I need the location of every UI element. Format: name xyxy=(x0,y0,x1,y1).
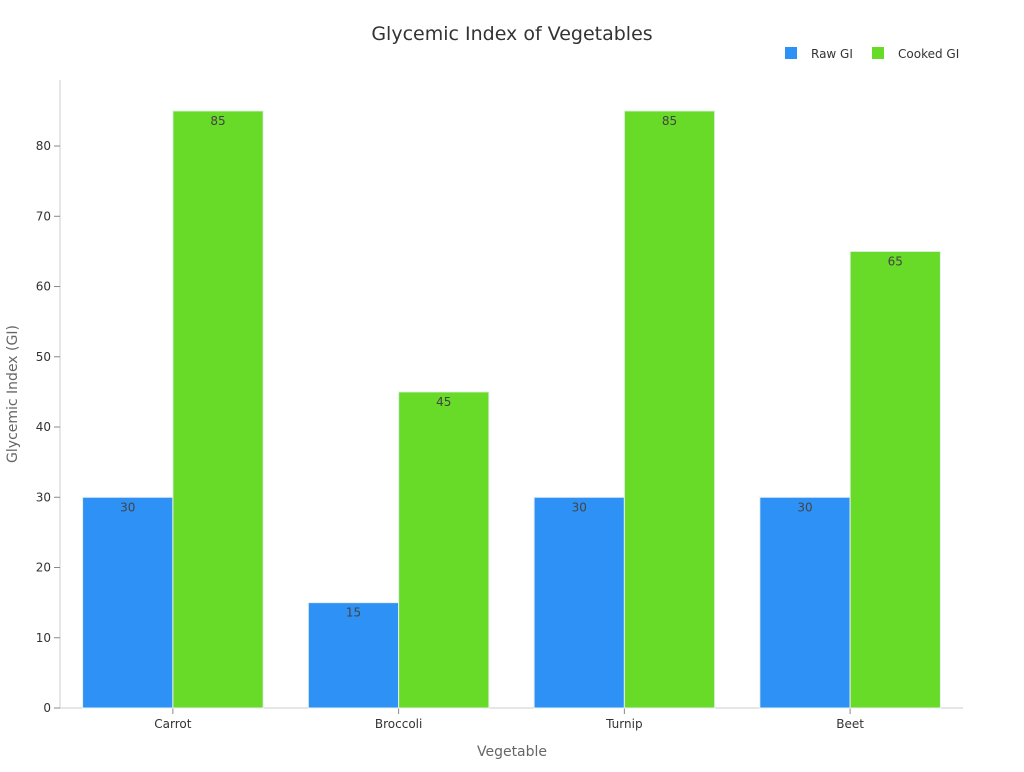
x-tick-label: Turnip xyxy=(605,717,642,731)
data-label: 30 xyxy=(120,500,135,514)
data-label: 85 xyxy=(662,114,677,128)
y-tick-label: 50 xyxy=(36,350,51,364)
bar-raw-gi xyxy=(533,496,625,709)
data-label: 15 xyxy=(346,606,361,620)
legend-label: Cooked GI xyxy=(898,47,959,61)
x-tick-label: Carrot xyxy=(154,717,191,731)
bar-raw-gi xyxy=(759,496,851,709)
axes: 0 10 20 30 40 50 60 70 80 Carrot Broccoli Turnip Bee… xyxy=(36,80,963,731)
x-axis-label: Vegetable xyxy=(477,744,547,760)
y-tick-label: 0 xyxy=(43,701,51,715)
x-tick-label: Broccoli xyxy=(375,717,422,731)
y-tick-label: 40 xyxy=(36,420,51,434)
legend-swatch xyxy=(872,47,884,59)
y-tick-label: 80 xyxy=(36,139,51,153)
legend: Raw GI Cooked GI xyxy=(785,47,959,61)
data-label: 30 xyxy=(572,500,587,514)
bar-cooked-gi xyxy=(849,250,941,709)
y-tick-label: 60 xyxy=(36,280,51,294)
y-tick-label: 70 xyxy=(36,209,51,223)
bars: 30 85 15 45 30 85 30 65 xyxy=(82,110,941,709)
data-label: 65 xyxy=(888,254,903,268)
y-tick-label: 20 xyxy=(36,561,51,575)
y-tick-label: 30 xyxy=(36,490,51,504)
bar-cooked-gi xyxy=(172,110,264,709)
bar-cooked-gi xyxy=(398,391,490,709)
data-label: 85 xyxy=(210,114,225,128)
legend-label: Raw GI xyxy=(811,47,853,61)
chart-title: Glycemic Index of Vegetables xyxy=(371,23,652,45)
y-tick-label: 10 xyxy=(36,631,51,645)
bar-cooked-gi xyxy=(623,110,716,709)
legend-swatch xyxy=(785,47,797,59)
data-label: 30 xyxy=(797,500,812,514)
y-axis-label: Glycemic Index (GI) xyxy=(5,325,21,463)
x-tick-label: Beet xyxy=(836,717,864,731)
bar-raw-gi xyxy=(82,496,174,709)
data-label: 45 xyxy=(436,395,451,409)
